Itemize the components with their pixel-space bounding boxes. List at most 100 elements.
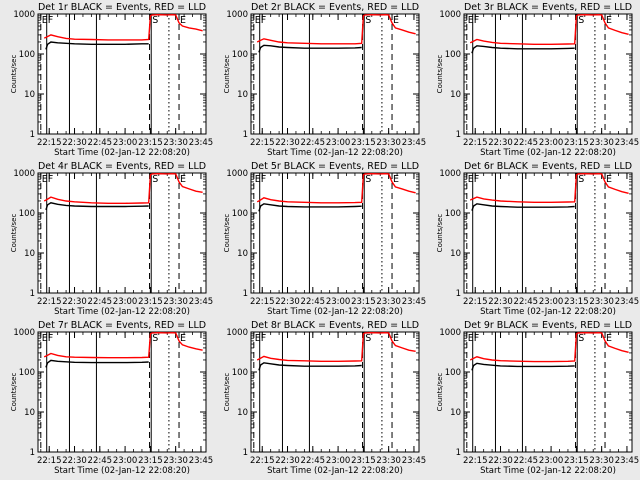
x-tick-label: 23:00 [113,138,138,148]
x-tick-label: 23:30 [376,138,401,148]
x-tick-label: 22:45 [301,297,326,307]
event-marker-label: S [152,174,158,185]
event-marker-label: E [468,15,474,26]
y-tick-label: 100 [232,209,248,219]
chart-panel: 1 10 100 1000 22:15 22:30 22:45 23:00 23:15 23:30… [436,161,639,317]
plot-frame [250,13,420,135]
chart-title: Det 8r BLACK = Events, RED = LLD [251,320,419,331]
plot-frame [37,172,207,294]
event-marker-label: S [365,174,371,185]
event-marker-label: F [48,15,53,26]
y-tick-label: 1 [30,289,35,299]
plot-frame [37,13,207,135]
x-axis-label: Start Time (02-Jan-12 22:08:20) [480,148,616,158]
plot-frame [250,172,420,294]
x-tick-label: 23:15 [351,456,376,466]
x-tick-label: 22:30 [275,456,300,466]
x-axis-label: Start Time (02-Jan-12 22:08:20) [54,148,190,158]
series-line [258,362,362,371]
chart-title: Det 5r BLACK = Events, RED = LLD [251,161,419,172]
x-tick-label: 23:45 [189,297,214,307]
plot-frame [250,331,420,453]
series-line [469,13,629,45]
series-line [471,203,575,211]
y-tick-label: 10 [450,249,461,259]
event-marker-label: E [255,174,261,185]
x-tick-label: 23:30 [589,138,614,148]
x-tick-label: 23:30 [376,297,401,307]
y-axis-label: Counts/sec [223,373,231,412]
y-tick-label: 10 [450,90,461,100]
x-tick-label: 23:45 [615,297,640,307]
series-line [45,41,149,50]
x-tick-label: 22:15 [37,297,62,307]
x-tick-label: 23:15 [564,138,589,148]
chart-title: Det 9r BLACK = Events, RED = LLD [464,320,632,331]
x-tick-label: 22:30 [62,297,87,307]
event-marker-label: E [42,333,48,344]
event-marker-label: F [48,174,53,185]
series-line [43,13,203,41]
y-axis-label: Counts/sec [10,373,18,412]
chart-title: Det 2r BLACK = Events, RED = LLD [251,2,419,13]
x-axis-label: Start Time (02-Jan-12 22:08:20) [267,148,403,158]
x-tick-label: 23:00 [326,297,351,307]
x-tick-label: 23:45 [615,456,640,466]
x-axis-label: Start Time (02-Jan-12 22:08:20) [480,466,616,476]
event-marker-label: F [48,333,53,344]
event-marker-label: F [474,15,479,26]
series-line [45,359,149,368]
x-tick-label: 22:45 [514,297,539,307]
series-line [258,203,362,212]
y-tick-label: 10 [24,408,35,418]
event-marker-label: E [606,174,612,185]
plot-frame [463,172,633,294]
series-line [469,172,629,204]
x-tick-label: 22:15 [463,138,488,148]
x-tick-label: 22:30 [62,456,87,466]
x-tick-label: 23:00 [539,297,564,307]
y-tick-label: 10 [237,408,248,418]
y-tick-label: 1 [30,130,35,140]
y-tick-label: 100 [445,209,461,219]
x-tick-label: 23:45 [189,456,214,466]
x-axis-label: Start Time (02-Jan-12 22:08:20) [267,307,403,317]
series-line [256,331,416,362]
series-line [469,331,629,363]
event-marker-label: F [261,174,266,185]
x-tick-label: 23:30 [376,456,401,466]
x-tick-label: 23:45 [402,297,427,307]
y-tick-label: 1 [243,448,248,458]
y-axis-label: Counts/sec [436,214,444,253]
event-marker-label: E [42,15,48,26]
x-tick-label: 22:15 [37,456,62,466]
event-marker-label: F [261,333,266,344]
x-tick-label: 22:15 [250,456,275,466]
y-tick-label: 100 [19,50,35,60]
chart-panel: 1 10 100 1000 22:15 22:30 22:45 23:00 23:15 23:30… [10,2,213,158]
x-tick-label: 23:00 [113,456,138,466]
y-tick-label: 10 [24,90,35,100]
x-tick-label: 23:30 [163,456,188,466]
series-line [471,362,575,371]
event-marker-label: E [393,174,399,185]
x-tick-label: 23:15 [351,138,376,148]
y-axis-label: Counts/sec [10,214,18,253]
x-tick-label: 22:30 [62,138,87,148]
y-axis-label: Counts/sec [10,55,18,94]
y-tick-label: 10 [237,249,248,259]
x-tick-label: 23:15 [564,456,589,466]
y-tick-label: 100 [232,50,248,60]
plot-frame [463,13,633,135]
chart-title: Det 7r BLACK = Events, RED = LLD [38,320,206,331]
event-marker-label: E [468,174,474,185]
event-marker-label: S [578,15,584,26]
y-tick-label: 1000 [13,10,35,20]
event-marker-label: S [152,333,158,344]
x-tick-label: 23:45 [402,138,427,148]
x-tick-label: 22:30 [275,297,300,307]
x-tick-label: 23:00 [326,456,351,466]
y-axis-label: Counts/sec [436,373,444,412]
chart-title: Det 6r BLACK = Events, RED = LLD [464,161,632,172]
